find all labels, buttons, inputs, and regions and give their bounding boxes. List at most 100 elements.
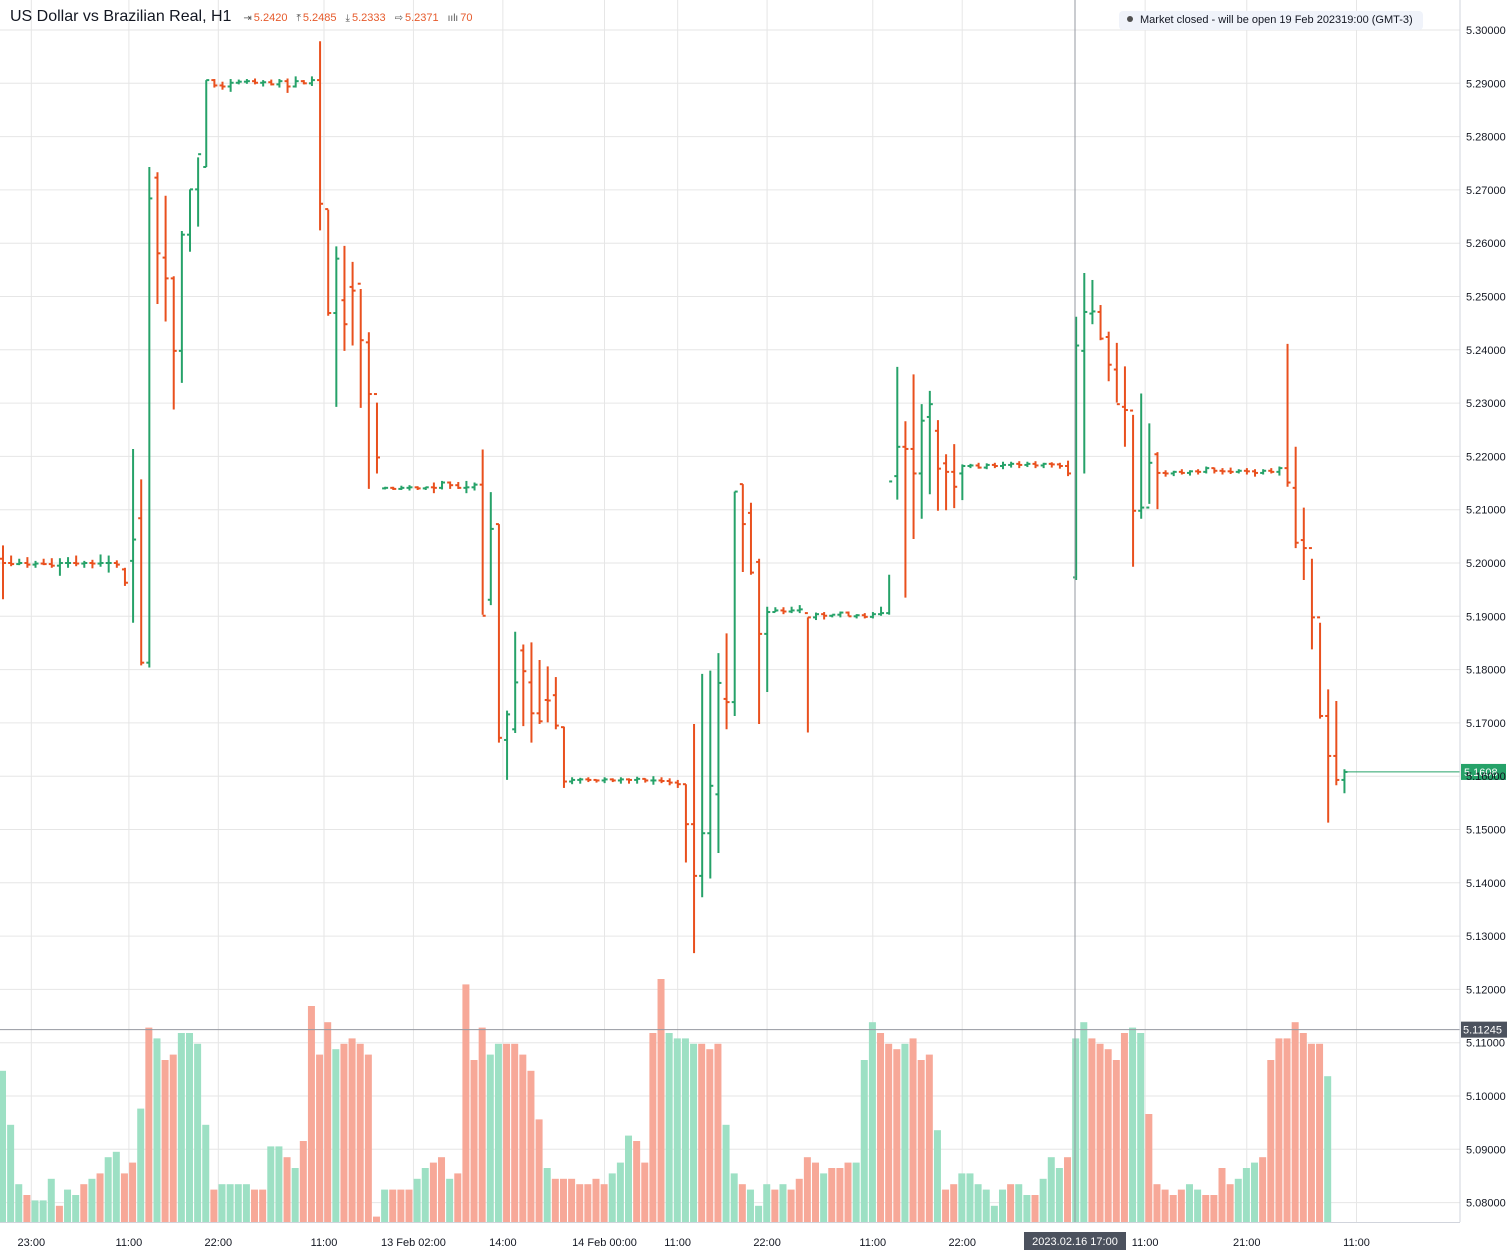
ohlc-bar [89,559,96,569]
ohlc-bar [934,420,941,511]
volume-bar [1153,1184,1161,1222]
low-icon: ⤓ [345,13,350,24]
ohlc-bar [390,486,397,490]
volume-bar [137,1108,145,1222]
volume-bar [519,1054,527,1222]
last-price-badge-text: 5.1608 [1464,767,1498,779]
volume-bar [185,1033,193,1222]
volume-bar [1316,1043,1324,1222]
ohlc-bar [1227,467,1234,474]
volume-bar [242,1184,250,1222]
volume-bar [446,1178,454,1222]
volume-bar [1104,1049,1112,1222]
ohlc-bar [886,480,893,615]
ohlc-bar [1146,423,1153,509]
ohlc-bar [203,79,210,168]
volume-bar [990,1205,998,1222]
legend-volume: ıılı 70 [447,12,473,24]
ohlc-bar [666,778,673,786]
volume-bar [763,1184,771,1222]
ohlc-bar [455,481,462,489]
volume-bar [210,1189,218,1222]
volume-bar [267,1146,275,1222]
volume-bar [844,1162,852,1222]
ohlc-bar [1016,461,1023,469]
volume-bar [746,1189,754,1222]
ohlc-bar [1162,470,1169,477]
volume-bar [527,1070,535,1222]
market-status-badge: Market closed - will be open 19 Feb 2023… [1119,11,1423,30]
ohlc-bar [1292,446,1299,549]
crosshair-time-text: 2023.02.16 17:00 [1032,1236,1118,1248]
ohlc-bar [56,558,63,576]
volume-bar [771,1189,779,1222]
price-tick-label: 5.23000 [1466,398,1506,410]
volume-bar [153,1038,161,1222]
volume-bar [161,1060,169,1222]
ohlc-bar [1243,468,1250,475]
volume-bar [259,1189,267,1222]
ohlc-bar [1252,469,1259,477]
ohlc-bar [894,366,901,500]
volume-bar [72,1195,80,1222]
ohlc-bar [1130,409,1137,567]
ohlc-bar [983,463,990,470]
time-tick-label: 13 Feb 02:00 [381,1237,446,1249]
ohlc-bar [65,557,72,568]
volume-bar [405,1189,413,1222]
ohlc-bar [357,282,364,408]
time-tick-label: 11:00 [1343,1237,1370,1249]
chart-legend: US Dollar vs Brazilian Real, H1 ⇥ 5.2420 … [10,8,481,26]
volume-bar [283,1157,291,1222]
ohlc-bar [829,613,836,618]
volume-bar [1307,1043,1315,1222]
volume-bar [608,1173,616,1222]
volume-bar [925,1054,933,1222]
ohlc-bar [97,554,104,567]
volume-bar [641,1162,649,1222]
ohlc-bar [1048,462,1055,468]
volume-bar [1259,1157,1267,1222]
close-icon: ⇨ [394,13,403,24]
ohlc-bar [918,404,925,519]
legend-low: ⤓ 5.2333 [345,12,386,24]
price-tick-label: 5.16000 [1466,771,1506,783]
volume-bar [1039,1178,1047,1222]
time-tick-label: 11:00 [116,1237,143,1249]
volume-bar [974,1184,982,1222]
volume-bar [389,1189,397,1222]
ohlc-bar [1008,461,1015,468]
ohlc-bar [1113,342,1120,406]
ohlc-bar [658,777,665,784]
ohlc-bar [552,677,559,730]
volume-bar [169,1054,177,1222]
volume-bar [828,1168,836,1222]
volume-bar [1283,1038,1291,1222]
volume-bar [1064,1157,1072,1222]
price-tick-label: 5.21000 [1466,505,1506,517]
ohlc-bar [1341,769,1348,794]
volume-bar [104,1157,112,1222]
volume-bar [1251,1162,1259,1222]
legend-close: ⇨ 5.2371 [394,12,439,24]
ohlc-bar [796,605,803,614]
price-tick-label: 5.13000 [1466,931,1506,943]
crosshair-price-text: 5.11245 [1463,1025,1502,1037]
ohlc-bar [268,79,275,86]
symbol-title[interactable]: US Dollar vs Brazilian Real, H1 [10,8,232,25]
ohlc-bar [186,188,193,252]
volume-bar [429,1162,437,1222]
price-tick-label: 5.22000 [1466,451,1506,463]
crosshair-price-badge [1461,1021,1507,1038]
price-tick-label: 5.20000 [1466,558,1506,570]
price-tick-label: 5.11000 [1466,1038,1505,1050]
time-tick-label: 23:00 [18,1237,46,1249]
volume-bar [15,1184,23,1222]
volume-bar [31,1200,39,1222]
price-tick-label: 5.17000 [1466,718,1506,730]
ohlc-bar [121,567,128,586]
volume-bar [1169,1195,1177,1222]
ohlc-bar [154,172,161,304]
volume-bar [1112,1060,1120,1222]
